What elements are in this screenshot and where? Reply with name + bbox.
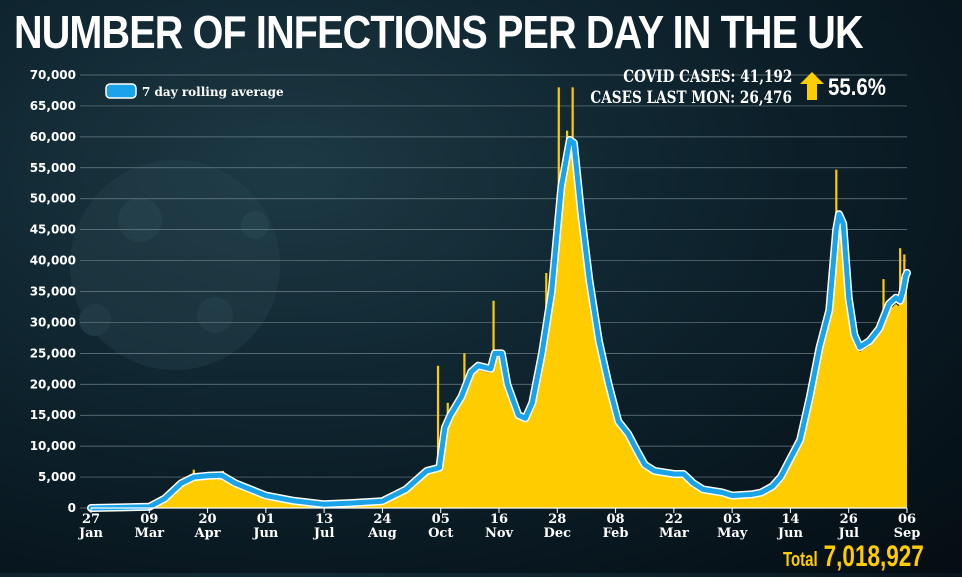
- y-tick-label: 60,000: [30, 130, 76, 144]
- daily-cases-bar: [463, 353, 466, 508]
- x-tick-month: Aug: [367, 526, 397, 541]
- daily-cases-bar: [503, 359, 506, 508]
- daily-cases-bar: [571, 87, 574, 508]
- y-tick-label: 15,000: [30, 408, 76, 422]
- x-tick-day: 28: [548, 512, 566, 527]
- total-label: Total: [783, 549, 818, 571]
- virus-background: [70, 160, 280, 370]
- y-tick-label: 20,000: [30, 377, 76, 391]
- x-tick-month: Jul: [837, 526, 859, 541]
- x-tick-day: 26: [840, 512, 858, 527]
- x-tick-month: May: [717, 526, 748, 541]
- y-tick-label: 50,000: [30, 192, 76, 206]
- daily-cases-bar: [436, 365, 440, 508]
- arrow-up-icon: [800, 72, 824, 100]
- y-tick-label: 65,000: [30, 99, 76, 113]
- y-tick-label: 30,000: [30, 315, 76, 329]
- x-tick-day: 14: [781, 512, 799, 527]
- x-tick-month: Sep: [894, 526, 921, 541]
- x-tick-month: Oct: [428, 526, 453, 541]
- y-tick-label: 0: [68, 501, 76, 515]
- y-tick-label: 25,000: [30, 346, 76, 360]
- cases-last-mon-stat: CASES LAST MON: 26,476: [590, 88, 792, 108]
- x-tick-month: Feb: [603, 526, 629, 541]
- daily-cases-bar: [545, 272, 548, 508]
- legend: 7 day rolling average: [105, 83, 284, 99]
- y-tick-label: 45,000: [30, 223, 76, 237]
- daily-cases-bar: [520, 436, 523, 508]
- daily-cases-bar: [192, 469, 195, 508]
- x-tick-month: Mar: [134, 526, 164, 541]
- x-tick-day: 24: [373, 512, 391, 527]
- x-tick-month: Jun: [777, 526, 804, 541]
- daily-cases-area: [91, 151, 907, 508]
- legend-swatch: [105, 83, 137, 99]
- x-tick-month: Jul: [313, 526, 335, 541]
- x-tick-day: 03: [723, 512, 741, 527]
- x-tick-day: 05: [432, 512, 450, 527]
- change-percent: 55.6%: [828, 74, 886, 101]
- x-tick-day: 27: [82, 512, 100, 527]
- x-tick-month: Jan: [78, 526, 104, 541]
- daily-cases-bar: [882, 279, 885, 508]
- x-tick-month: Mar: [659, 526, 689, 541]
- daily-cases-bar: [861, 371, 864, 508]
- x-tick-day: 20: [199, 512, 217, 527]
- legend-label: 7 day rolling average: [142, 85, 284, 99]
- daily-cases-bar: [604, 371, 608, 508]
- x-tick-day: 08: [607, 512, 625, 527]
- daily-cases-bar: [850, 334, 853, 508]
- daily-cases-bar: [492, 300, 495, 508]
- x-tick-day: 13: [315, 512, 333, 527]
- y-tick-label: 70,000: [30, 68, 76, 82]
- total-value: 7,018,927: [823, 540, 924, 573]
- y-tick-label: 55,000: [30, 161, 76, 175]
- x-tick-month: Nov: [485, 526, 514, 541]
- y-tick-label: 35,000: [30, 285, 76, 299]
- daily-cases-bar: [903, 254, 906, 508]
- daily-cases-bar: [557, 87, 560, 508]
- chart-title: NUMBER OF INFECTIONS PER DAY IN THE UK: [14, 6, 864, 58]
- total-cases: Total 7,018,927: [783, 542, 924, 577]
- covid-cases-stat: COVID CASES: 41,192: [622, 67, 792, 87]
- daily-cases-bar: [446, 402, 449, 508]
- x-tick-day: 22: [665, 512, 683, 527]
- daily-cases-bar: [582, 254, 585, 508]
- daily-cases-bar: [835, 169, 838, 509]
- x-tick-month: Dec: [544, 526, 572, 541]
- rolling-average-line: [88, 137, 910, 511]
- x-tick-day: 16: [490, 512, 508, 527]
- x-tick-month: Apr: [194, 526, 221, 541]
- x-tick-day: 06: [898, 512, 916, 527]
- x-tick-day: 01: [257, 512, 275, 527]
- daily-cases-bar: [566, 130, 569, 508]
- x-tick-day: 09: [140, 512, 158, 527]
- y-tick-label: 5,000: [38, 470, 76, 484]
- daily-cases-bar: [899, 248, 902, 508]
- y-tick-label: 10,000: [30, 439, 76, 453]
- daily-cases-bar: [221, 470, 225, 508]
- x-tick-month: Jun: [252, 526, 279, 541]
- y-tick-label: 40,000: [30, 254, 76, 268]
